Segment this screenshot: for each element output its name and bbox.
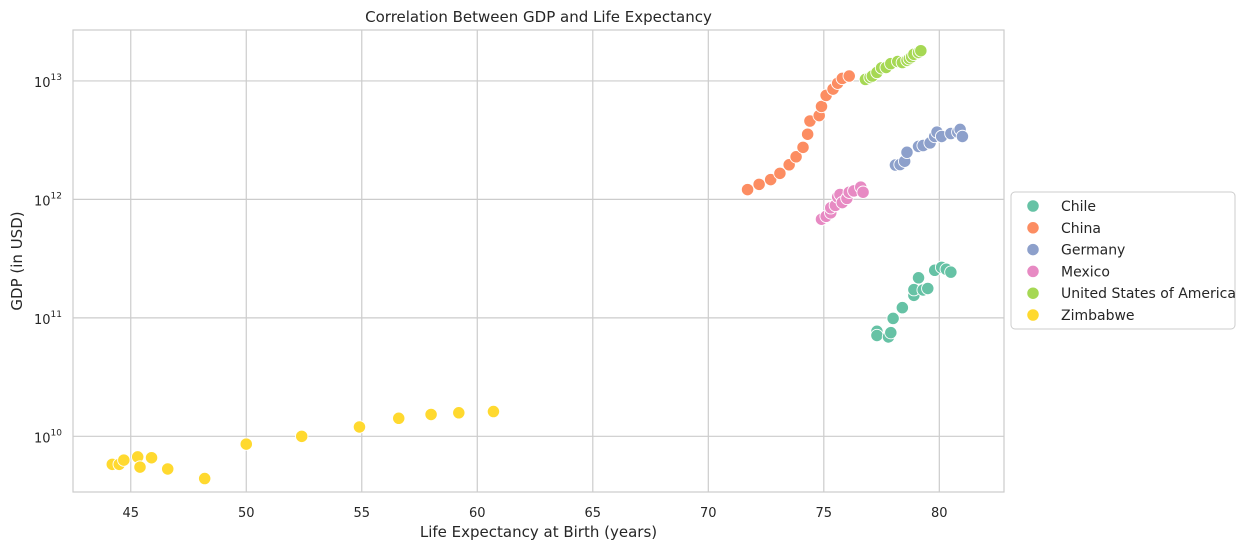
data-point (424, 407, 438, 422)
data-point (198, 471, 212, 486)
x-tick-label: 60 (469, 506, 486, 521)
legend-marker (1026, 264, 1040, 279)
data-point (133, 460, 147, 474)
data-point (740, 182, 755, 197)
data-point (764, 172, 778, 187)
legend: Chile China Germany Mexico United States of … (1010, 191, 1236, 330)
y-tick-label: 1011 (34, 310, 62, 328)
x-tick-label: 45 (122, 506, 139, 521)
x-axis-label: Life Expectancy at Birth (years) (420, 523, 657, 541)
y-tick-label: 1012 (34, 191, 62, 209)
legend-marker (1026, 308, 1040, 322)
y-tick-label: 1010 (34, 428, 62, 446)
data-point (914, 44, 928, 58)
legend-marker (1026, 199, 1040, 213)
plot-frame (72, 29, 1005, 493)
data-point (814, 99, 829, 114)
x-axis-ticks: 45 50 55 60 65 70 75 80 (122, 506, 947, 521)
legend-label: Chile (1061, 199, 1096, 215)
data-point (239, 437, 253, 451)
legend-label: Zimbabwe (1061, 308, 1135, 324)
y-tick-label: 1013 (34, 73, 62, 91)
data-point (452, 406, 466, 420)
x-tick-label: 65 (585, 506, 602, 521)
data-point (295, 429, 309, 443)
data-points (105, 44, 970, 486)
legend-label: Mexico (1061, 264, 1110, 280)
data-point (921, 281, 935, 296)
data-point (884, 326, 898, 340)
legend-label: China (1061, 221, 1101, 237)
legend-box (1010, 191, 1236, 330)
data-point (789, 150, 803, 164)
data-point (842, 69, 856, 83)
legend-marker (1026, 221, 1040, 235)
data-point (161, 462, 175, 476)
x-tick-label: 80 (931, 506, 948, 521)
data-point (486, 404, 501, 419)
y-axis-ticks: 1010 1011 1012 1013 (34, 73, 62, 446)
data-point (773, 166, 787, 180)
x-tick-label: 55 (353, 506, 370, 521)
data-point (870, 328, 884, 343)
data-point (144, 451, 159, 465)
data-point (800, 127, 815, 141)
x-tick-label: 70 (700, 506, 717, 521)
data-point (856, 185, 870, 199)
legend-label: Germany (1061, 243, 1125, 259)
legend-label: United States of America (1061, 286, 1236, 302)
data-point (944, 265, 958, 279)
data-point (895, 300, 910, 315)
x-tick-label: 50 (238, 506, 255, 521)
data-point (352, 420, 367, 434)
data-point (900, 145, 914, 159)
x-tick-label: 75 (816, 506, 833, 521)
y-axis-label: GDP (in USD) (8, 211, 26, 310)
data-point (886, 311, 900, 326)
chart-title: Correlation Between GDP and Life Expecta… (365, 8, 712, 26)
data-point (392, 411, 406, 425)
legend-marker (1026, 286, 1040, 300)
grid-lines (73, 30, 1004, 492)
data-point (911, 271, 926, 285)
legend-marker (1026, 242, 1040, 257)
data-point (117, 453, 131, 467)
data-point (796, 140, 810, 155)
data-point (752, 177, 766, 191)
data-point (955, 129, 970, 144)
